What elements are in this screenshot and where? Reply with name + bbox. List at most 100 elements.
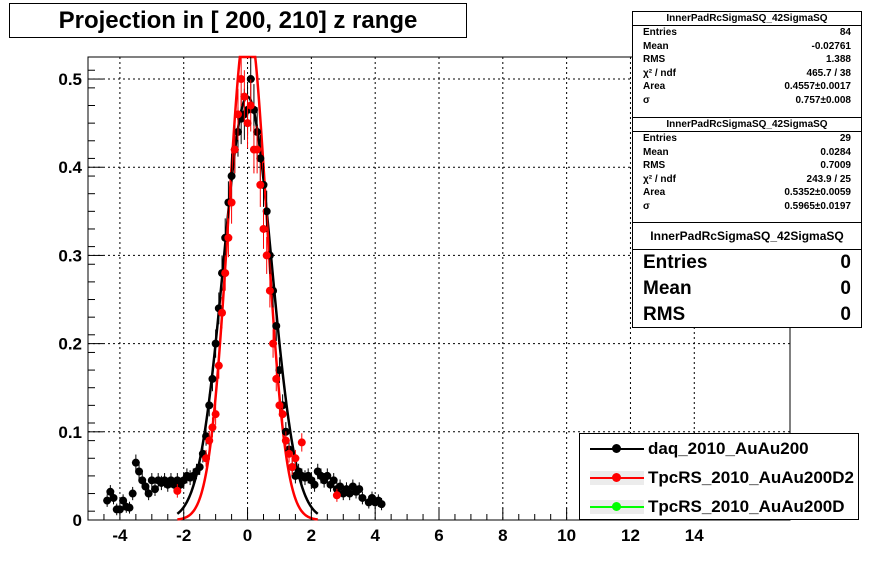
data-point: [195, 463, 204, 472]
data-point: [147, 476, 156, 485]
y-tick-label: 0.2: [58, 335, 82, 354]
stats-row: Entries 84: [643, 27, 851, 38]
data-point: [256, 154, 265, 163]
stats-row: Area 0.5352±0.0059: [643, 187, 851, 198]
data-point: [275, 366, 284, 375]
data-point: [144, 489, 153, 498]
data-point: [329, 476, 338, 485]
data-point: [297, 438, 306, 447]
stats-box-sim: InnerPadRcSigmaSQ_42SigmaSQ Entries 29 Me…: [632, 117, 862, 223]
data-point: [253, 145, 262, 154]
chart-title: Projection in [ 200, 210] z range: [9, 3, 467, 38]
data-point: [135, 467, 144, 476]
data-point: [246, 75, 255, 84]
data-point: [208, 374, 217, 383]
x-tick-label: 12: [621, 526, 640, 545]
stats-row: σ 0.757±0.008: [643, 94, 851, 106]
data-point: [119, 496, 128, 505]
y-tick-label: 0.5: [58, 70, 82, 89]
data-point: [291, 454, 300, 463]
x-tick-label: 6: [434, 526, 443, 545]
legend-entry-daq: daq_2010_AuAu200: [580, 434, 858, 463]
stats-box-title: InnerPadRcSigmaSQ_42SigmaSQ: [633, 223, 861, 250]
legend-label: TpcRS_2010_AuAu200D: [648, 497, 845, 516]
data-point: [288, 463, 297, 472]
y-tick-label: 0.3: [58, 246, 82, 265]
stats-box-title: InnerPadRcSigmaSQ_42SigmaSQ: [633, 12, 861, 26]
stats-row: χ² / ndf 243.9 / 25: [643, 173, 851, 185]
data-point: [214, 361, 223, 370]
legend-label: TpcRS_2010_AuAu200D2: [648, 468, 854, 487]
stats-box-daq: InnerPadRcSigmaSQ_42SigmaSQ Entries 84 Me…: [632, 11, 862, 118]
data-point: [103, 496, 112, 505]
data-point: [230, 145, 239, 154]
stats-box-title: InnerPadRcSigmaSQ_42SigmaSQ: [633, 118, 861, 132]
data-point: [224, 233, 233, 242]
legend-entry-tpcrs-d: TpcRS_2010_AuAu200D: [580, 492, 858, 521]
data-point: [281, 436, 290, 445]
data-point: [240, 92, 249, 101]
stats-row: RMS 1.388: [643, 54, 851, 65]
x-tick-label: -4: [112, 526, 128, 545]
x-tick-label: 14: [685, 526, 704, 545]
data-point: [377, 500, 386, 509]
data-point: [208, 423, 217, 432]
legend-marker-icon: [612, 444, 621, 453]
data-point: [131, 458, 140, 467]
stats-row: Mean 0: [643, 278, 851, 299]
data-point: [205, 401, 214, 410]
stats-row: Area 0.4557±0.0017: [643, 81, 851, 92]
x-tick-label: 4: [370, 526, 380, 545]
stats-box-empty: InnerPadRcSigmaSQ_42SigmaSQ Entries 0 Mea…: [632, 222, 862, 328]
legend: daq_2010_AuAu200 TpcRS_2010_AuAu200D2 Tp…: [579, 433, 859, 520]
data-point: [345, 489, 354, 498]
legend-marker-icon: [612, 502, 621, 511]
data-point: [202, 454, 211, 463]
legend-label: daq_2010_AuAu200: [648, 439, 809, 458]
data-point: [173, 486, 182, 495]
data-point: [205, 436, 214, 445]
stats-row: χ² / ndf 465.7 / 38: [643, 67, 851, 79]
data-point: [109, 493, 118, 502]
data-point: [358, 493, 367, 502]
data-point: [259, 224, 268, 233]
stats-row: RMS 0: [643, 304, 851, 325]
y-tick-label: 0.1: [58, 423, 82, 442]
data-point: [355, 485, 364, 494]
data-point: [272, 374, 281, 383]
data-point: [141, 482, 150, 491]
fit-curve: [177, 55, 318, 521]
data-point: [275, 401, 284, 410]
data-point: [211, 339, 220, 348]
data-point: [310, 480, 319, 489]
data-point: [106, 487, 115, 496]
data-point: [151, 485, 160, 494]
data-point: [332, 491, 341, 500]
stats-row: σ 0.5965±0.0197: [643, 200, 851, 212]
y-tick-label: 0: [73, 511, 82, 530]
x-tick-label: 2: [307, 526, 316, 545]
data-point: [269, 339, 278, 348]
data-point: [256, 180, 265, 189]
data-point: [262, 251, 271, 260]
data-point: [246, 101, 255, 110]
axes: -4 -2 0 2 4 6 8 10 12 14 0 0.1 0.2 0.3 0.4 0.5: [58, 69, 775, 545]
x-tick-label: 8: [498, 526, 507, 545]
data-point: [272, 321, 281, 330]
x-tick-label: 0: [243, 526, 252, 545]
stats-row: Mean -0.02761: [643, 40, 851, 52]
data-point: [227, 172, 236, 181]
data-point: [237, 75, 246, 84]
data-point: [138, 476, 147, 485]
data-point: [285, 449, 294, 458]
x-tick-label: 10: [557, 526, 576, 545]
stats-row: Entries 0: [643, 252, 851, 273]
data-point: [227, 198, 236, 207]
data-point: [211, 410, 220, 419]
data-point: [128, 489, 137, 498]
data-point: [233, 110, 242, 119]
data-point: [221, 269, 230, 278]
legend-entry-tpcrs-d2: TpcRS_2010_AuAu200D2: [580, 463, 858, 492]
data-point: [336, 482, 345, 491]
data-point: [278, 410, 287, 419]
